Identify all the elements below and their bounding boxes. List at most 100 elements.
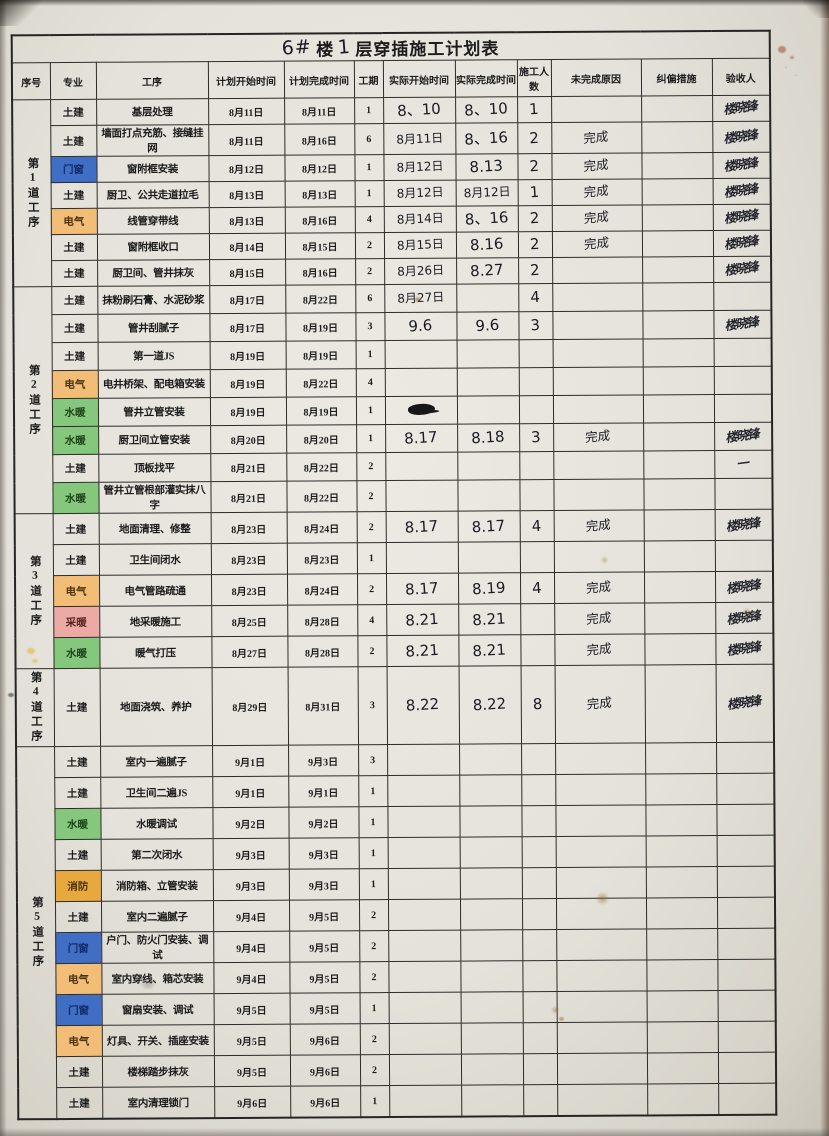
- cell-process: 室内一遍腻子: [100, 745, 213, 778]
- cell-reason: [552, 394, 644, 424]
- cell-workers: [523, 1084, 558, 1117]
- section-label: 第4道工序: [15, 668, 55, 747]
- title-building-label: 楼: [316, 39, 335, 59]
- cell-duration: 1: [360, 1085, 390, 1118]
- cell-actual-start: 8.21: [386, 604, 459, 636]
- building-number-handwritten: 6#: [281, 34, 314, 60]
- cell-process: 水暖调试: [100, 807, 213, 840]
- cell-specialty: 土建: [54, 746, 101, 778]
- cell-actual-start: 8.17: [385, 573, 459, 605]
- cell-duration: 3: [358, 744, 388, 776]
- cell-duration: 2: [356, 573, 387, 605]
- cell-actual-end: [457, 451, 520, 481]
- cell-acceptor: 楼晓锋: [713, 310, 772, 339]
- cell-workers: [521, 867, 556, 899]
- cell-measures: [642, 282, 714, 311]
- cell-reason: 完成: [551, 204, 642, 232]
- cell-actual-end: 8月12日: [455, 179, 518, 207]
- cell-workers: [522, 1022, 557, 1054]
- cell-acceptor-handwritten: 楼晓锋: [724, 180, 759, 201]
- cell-specialty: 土建: [52, 513, 99, 545]
- cell-process: 地采暖施工: [99, 605, 212, 638]
- cell-measures: [644, 664, 717, 743]
- section-label: 第1道工序: [12, 99, 52, 287]
- cell-plan-start: 8月12日: [208, 155, 285, 182]
- cell-duration: 1: [356, 424, 386, 453]
- cell-reason-handwritten: 完成: [584, 182, 610, 200]
- cell-actual-end-handwritten: 8、16: [464, 208, 510, 229]
- cell-acceptor-handwritten: 楼晓锋: [723, 97, 759, 118]
- cell-process: 线管穿带线: [96, 207, 209, 235]
- cell-duration: 2: [359, 1054, 390, 1086]
- cell-specialty: 土建: [54, 839, 101, 871]
- cell-workers: 1: [517, 96, 552, 123]
- cell-specialty: 土建: [50, 125, 97, 157]
- column-header: 工期: [353, 60, 384, 98]
- cell-plan-end: 9月3日: [288, 744, 359, 777]
- cell-reason: [555, 835, 646, 868]
- cell-actual-start: 8.17: [385, 511, 458, 543]
- cell-actual-end: 9.6: [456, 311, 519, 341]
- cell-actual-end-handwritten: 8、16: [463, 127, 509, 149]
- cell-plan-end: 8月22日: [286, 452, 357, 482]
- cell-specialty: 土建: [54, 901, 102, 933]
- cell-acceptor: [714, 478, 773, 510]
- cell-actual-end-handwritten: 8.18: [470, 427, 506, 448]
- column-header: 未完成原因: [550, 58, 642, 97]
- table-row: 电气 灯具、开关、插座安装 9月5日 9月6日 2: [18, 1021, 776, 1057]
- cell-specialty: 土建: [50, 234, 98, 261]
- column-header: 纠偏措施: [640, 58, 713, 96]
- cell-specialty: 电气: [52, 575, 100, 607]
- construction-schedule-table: 6# 楼 1 层穿插施工计划表 序号 专业 工序 计划开始时间 计划完成时间 工期 实际开始时间…: [10, 29, 778, 1121]
- cell-measures: [643, 422, 715, 451]
- cell-workers-handwritten: 1: [529, 182, 540, 202]
- cell-acceptor: [716, 742, 775, 774]
- cell-workers-handwritten: 2: [529, 208, 541, 228]
- cell-actual-end: [456, 395, 520, 425]
- cell-duration: 1: [359, 992, 389, 1024]
- cell-process: 室内穿线、箱芯安装: [101, 962, 214, 995]
- cell-plan-end: 8月22日: [285, 284, 356, 314]
- cell-specialty: 土建: [50, 182, 97, 209]
- cell-specialty: 门窗: [55, 932, 102, 964]
- cell-plan-end: 9月3日: [288, 837, 359, 870]
- cell-plan-start: 8月23日: [210, 512, 287, 544]
- cell-duration: 1: [358, 868, 388, 900]
- cell-duration: 1: [354, 97, 384, 124]
- cell-plan-start: 8月11日: [208, 98, 285, 125]
- cell-actual-end: 8.19: [457, 572, 521, 605]
- cell-actual-end: 8.27: [456, 257, 519, 285]
- table-row: 土建 墙面打点充筋、接缝挂网 8月11日 8月16日 6 8月11日 8、16 2 完成 楼晓锋: [12, 121, 771, 157]
- cell-actual-end: [456, 283, 519, 313]
- cell-actual-start: [387, 868, 460, 900]
- cell-workers-handwritten: 1: [528, 99, 540, 119]
- cell-measures: [646, 928, 718, 960]
- cell-workers: 2: [517, 231, 553, 258]
- cell-duration: 2: [355, 258, 385, 285]
- cell-actual-start: [387, 775, 460, 807]
- cell-actual-end-handwritten: 8.17: [471, 515, 506, 536]
- cell-process: 墙面打点充筋、接缝挂网: [96, 124, 209, 157]
- cell-reason-handwritten: 完成: [584, 234, 610, 252]
- section-label-text: 第3道工序: [28, 554, 42, 628]
- cell-acceptor: 楼晓锋: [715, 633, 774, 665]
- cell-plan-end: 9月3日: [288, 868, 359, 901]
- cell-workers-handwritten: 4: [529, 287, 541, 307]
- cell-measures: [642, 256, 714, 283]
- cell-plan-start: 8月17日: [209, 285, 286, 314]
- cell-actual-start: 8.17: [385, 424, 458, 453]
- cell-workers: [519, 479, 554, 511]
- cell-plan-start: 8月19日: [209, 341, 286, 370]
- cell-specialty: 水暖: [53, 637, 100, 669]
- cell-actual-start: 8月26日: [384, 258, 457, 285]
- cell-measures: [641, 152, 713, 179]
- cell-workers: [520, 603, 555, 635]
- cell-reason: [556, 1052, 648, 1085]
- cell-reason: 完成: [554, 633, 645, 666]
- table-row: 土建 第二次闭水 9月3日 9月3日 1: [17, 835, 775, 871]
- cell-measures: [645, 804, 717, 836]
- cell-workers: [518, 367, 553, 396]
- cell-actual-start-handwritten: 9.6: [408, 316, 433, 336]
- cell-workers-handwritten: 2: [529, 260, 541, 280]
- cell-actual-end-handwritten: 8.19: [471, 577, 507, 598]
